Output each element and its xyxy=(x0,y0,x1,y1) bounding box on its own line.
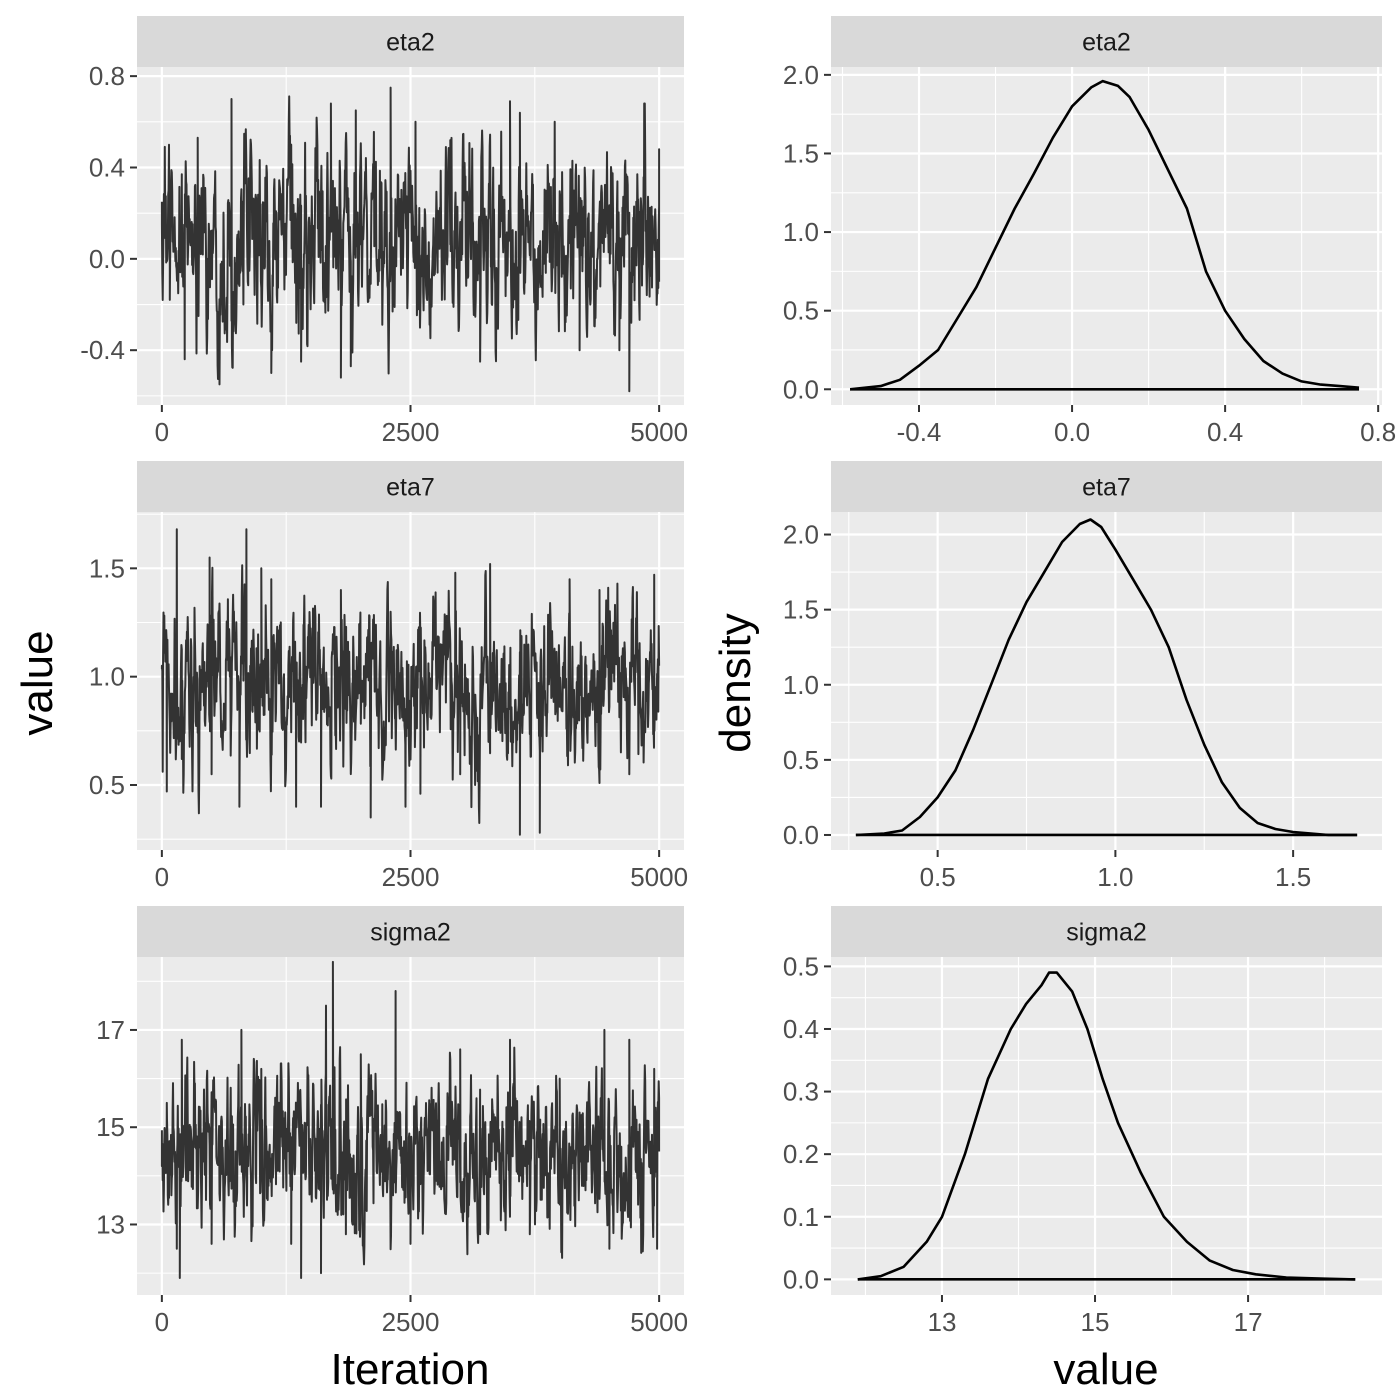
right-xlabel: value xyxy=(1053,1345,1158,1394)
y-tick-label-eta2-density: 0.0 xyxy=(783,374,819,404)
panel-eta2-density: eta2 -0.4 0.0 0.4 0.8 0.0 0.5 1.0 1.5 2.0 xyxy=(783,16,1396,447)
y-tick-label-eta2-density: 1.0 xyxy=(783,217,819,247)
y-tick-label-eta7-trace: 0.5 xyxy=(89,770,125,800)
x-tick-label-eta2-trace: 2500 xyxy=(382,417,440,447)
panel-eta7-trace: eta7 0 2500 5000 0.5 1.0 1.5 xyxy=(89,461,688,892)
strip-eta2-trace xyxy=(137,16,684,67)
y-tick-label-eta2-density: 1.5 xyxy=(783,138,819,168)
strip-sigma2-trace xyxy=(137,906,684,957)
y-tick-label-sigma2-trace: 13 xyxy=(96,1209,125,1239)
y-tick-label-eta2-trace: 0.4 xyxy=(89,152,125,182)
x-tick-label-eta2-trace: 5000 xyxy=(630,417,688,447)
trace-line-eta7 xyxy=(160,528,661,836)
left-ylabel: value xyxy=(13,630,62,735)
x-tick-label-eta2-trace: 0 xyxy=(155,417,169,447)
x-tick-label-sigma2-trace: 5000 xyxy=(630,1307,688,1337)
y-tick-label-eta7-density: 0.5 xyxy=(783,745,819,775)
y-tick-label-eta2-trace: -0.4 xyxy=(80,335,125,365)
x-tick-label-eta2-density: 0.8 xyxy=(1360,417,1396,447)
y-tick-label-sigma2-trace: 17 xyxy=(96,1015,125,1045)
y-tick-label-eta7-density: 1.0 xyxy=(783,670,819,700)
strip-label-sigma2-trace: sigma2 xyxy=(370,919,451,947)
strip-label-eta2-trace: eta2 xyxy=(386,29,435,57)
right-ylabel: density xyxy=(711,613,760,752)
y-tick-label-eta2-trace: 0.0 xyxy=(89,244,125,274)
y-tick-label-sigma2-density: 0.2 xyxy=(783,1139,819,1169)
panel-eta7-density: eta7 0.5 1.0 1.5 0.0 0.5 1.0 1.5 2.0 xyxy=(783,461,1382,892)
density-curve-eta2 xyxy=(849,79,1360,391)
panel-bg-eta2-density xyxy=(831,67,1382,405)
y-tick-label-eta7-density: 2.0 xyxy=(783,520,819,550)
x-tick-label-eta2-density: 0.4 xyxy=(1207,417,1243,447)
x-tick-label-sigma2-trace: 2500 xyxy=(382,1307,440,1337)
trace-line-sigma2 xyxy=(160,960,661,1279)
density-curve-sigma2 xyxy=(857,971,1356,1281)
y-tick-label-sigma2-density: 0.0 xyxy=(783,1264,819,1294)
strip-eta2-density xyxy=(831,16,1382,67)
panel-bg-eta7-density xyxy=(831,512,1382,850)
y-tick-label-sigma2-density: 0.1 xyxy=(783,1202,819,1232)
strip-label-eta2-density: eta2 xyxy=(1082,29,1131,57)
panel-eta2-trace: eta2 0 2500 5000 -0.4 0.0 0.4 0.8 xyxy=(80,16,688,447)
y-tick-label-eta7-density: 1.5 xyxy=(783,595,819,625)
strip-label-eta7-density: eta7 xyxy=(1082,474,1131,502)
strip-eta7-trace xyxy=(137,461,684,512)
x-tick-label-eta7-density: 0.5 xyxy=(920,862,956,892)
x-tick-label-eta7-trace: 0 xyxy=(155,862,169,892)
x-tick-label-eta7-density: 1.0 xyxy=(1097,862,1133,892)
y-tick-label-eta7-trace: 1.0 xyxy=(89,662,125,692)
panel-sigma2-density: sigma2 13 15 17 0.0 0.1 0.2 0.3 0.4 0.5 xyxy=(783,906,1382,1337)
y-tick-label-sigma2-density: 0.4 xyxy=(783,1014,819,1044)
strip-label-sigma2-density: sigma2 xyxy=(1066,919,1147,947)
y-tick-label-eta2-density: 2.0 xyxy=(783,60,819,90)
strip-label-eta7-trace: eta7 xyxy=(386,474,435,502)
panel-bg-sigma2-density xyxy=(831,957,1382,1295)
x-tick-label-sigma2-density: 17 xyxy=(1234,1307,1263,1337)
left-xlabel: Iteration xyxy=(331,1345,490,1394)
y-tick-label-eta2-density: 0.5 xyxy=(783,296,819,326)
y-tick-label-eta7-density: 0.0 xyxy=(783,820,819,850)
x-tick-label-sigma2-trace: 0 xyxy=(155,1307,169,1337)
density-curve-eta7 xyxy=(855,518,1358,837)
x-tick-label-eta7-trace: 2500 xyxy=(382,862,440,892)
y-tick-label-sigma2-trace: 15 xyxy=(96,1112,125,1142)
panel-sigma2-trace: sigma2 0 2500 5000 13 15 17 xyxy=(96,906,688,1337)
y-tick-label-eta2-trace: 0.8 xyxy=(89,61,125,91)
y-tick-label-sigma2-density: 0.5 xyxy=(783,951,819,981)
x-tick-label-eta7-trace: 5000 xyxy=(630,862,688,892)
x-tick-label-eta7-density: 1.5 xyxy=(1275,862,1311,892)
y-tick-label-sigma2-density: 0.3 xyxy=(783,1077,819,1107)
x-tick-label-sigma2-density: 13 xyxy=(928,1307,957,1337)
x-tick-label-sigma2-density: 15 xyxy=(1081,1307,1110,1337)
trace-line-eta2 xyxy=(160,86,661,393)
x-tick-label-eta2-density: -0.4 xyxy=(897,417,942,447)
y-tick-label-eta7-trace: 1.5 xyxy=(89,553,125,583)
x-tick-label-eta2-density: 0.0 xyxy=(1054,417,1090,447)
strip-sigma2-density xyxy=(831,906,1382,957)
strip-eta7-density xyxy=(831,461,1382,512)
